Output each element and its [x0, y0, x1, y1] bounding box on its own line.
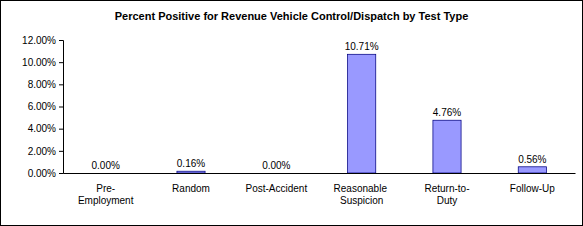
y-tick-label: 6.00%	[28, 101, 56, 112]
x-tick-label: Reasonable Suspicion	[334, 183, 390, 206]
x-tick: Random	[172, 173, 210, 194]
x-tick-label: Random	[172, 183, 210, 194]
bar	[348, 54, 376, 173]
y-tick: 6.00%	[28, 101, 63, 112]
data-label: 4.76%	[433, 107, 461, 118]
y-tick-mark	[59, 84, 63, 85]
x-tick-label: Pre-Employment	[78, 183, 134, 206]
x-axis-line	[64, 173, 576, 174]
chart: Percent Positive for Revenue Vehicle Con…	[0, 0, 583, 226]
title: Percent Positive for Revenue Vehicle Con…	[115, 10, 469, 22]
y-tick-mark	[59, 62, 63, 63]
data-label: 0.16%	[177, 158, 205, 169]
y-tick-mark	[59, 129, 63, 130]
y-axis: 0.00% 2.00% 4.00% 6.00% 8.00% 10.00% 12.00%	[22, 35, 63, 179]
data-label: 0.56%	[518, 154, 546, 165]
x-axis: Pre-Employment Random Post-Accident Reasona…	[64, 173, 576, 206]
bar	[177, 171, 205, 173]
y-tick-mark	[59, 40, 63, 41]
bar	[262, 173, 290, 174]
y-tick-label: 12.00%	[22, 35, 56, 46]
bars	[177, 54, 546, 173]
data-label: 0.00%	[91, 160, 119, 171]
y-tick-mark	[59, 107, 63, 108]
y-tick-label: 8.00%	[28, 79, 56, 90]
y-tick: 10.00%	[22, 57, 63, 68]
data-label: 10.71%	[345, 41, 379, 52]
y-tick-label: 0.00%	[28, 168, 56, 179]
x-tick: Reasonable Suspicion	[334, 173, 390, 206]
y-tick: 0.00%	[28, 168, 63, 179]
x-tick: Pre-Employment	[78, 173, 134, 206]
x-tick: Post-Accident	[245, 173, 307, 194]
y-tick-mark	[59, 151, 63, 152]
x-tick-label: Return-to-Duty	[424, 183, 469, 206]
y-tick-label: 2.00%	[28, 146, 56, 157]
data-label: 0.00%	[262, 160, 290, 171]
x-tick: Return-to-Duty	[424, 173, 469, 206]
x-tick-label: Post-Accident	[245, 183, 307, 194]
bar	[92, 173, 120, 174]
bar	[433, 120, 461, 173]
y-tick: 8.00%	[28, 79, 63, 90]
y-axis-line	[59, 41, 64, 174]
x-tick-label: Follow-Up	[510, 183, 555, 194]
bar	[518, 167, 546, 173]
chart-border	[1, 1, 583, 226]
y-tick-mark	[59, 173, 63, 174]
data-labels: 0.00% 0.16% 0.00% 10.71% 4.76% 0.56%	[91, 41, 546, 171]
x-tick: Follow-Up	[510, 173, 555, 194]
y-tick: 2.00%	[28, 146, 63, 157]
y-tick: 12.00%	[22, 35, 63, 46]
y-tick: 4.00%	[28, 123, 63, 134]
plot: 0.00% 2.00% 4.00% 6.00% 8.00% 10.00% 12.00% Pre…	[22, 35, 575, 206]
y-tick-label: 4.00%	[28, 123, 56, 134]
y-tick-label: 10.00%	[22, 57, 56, 68]
